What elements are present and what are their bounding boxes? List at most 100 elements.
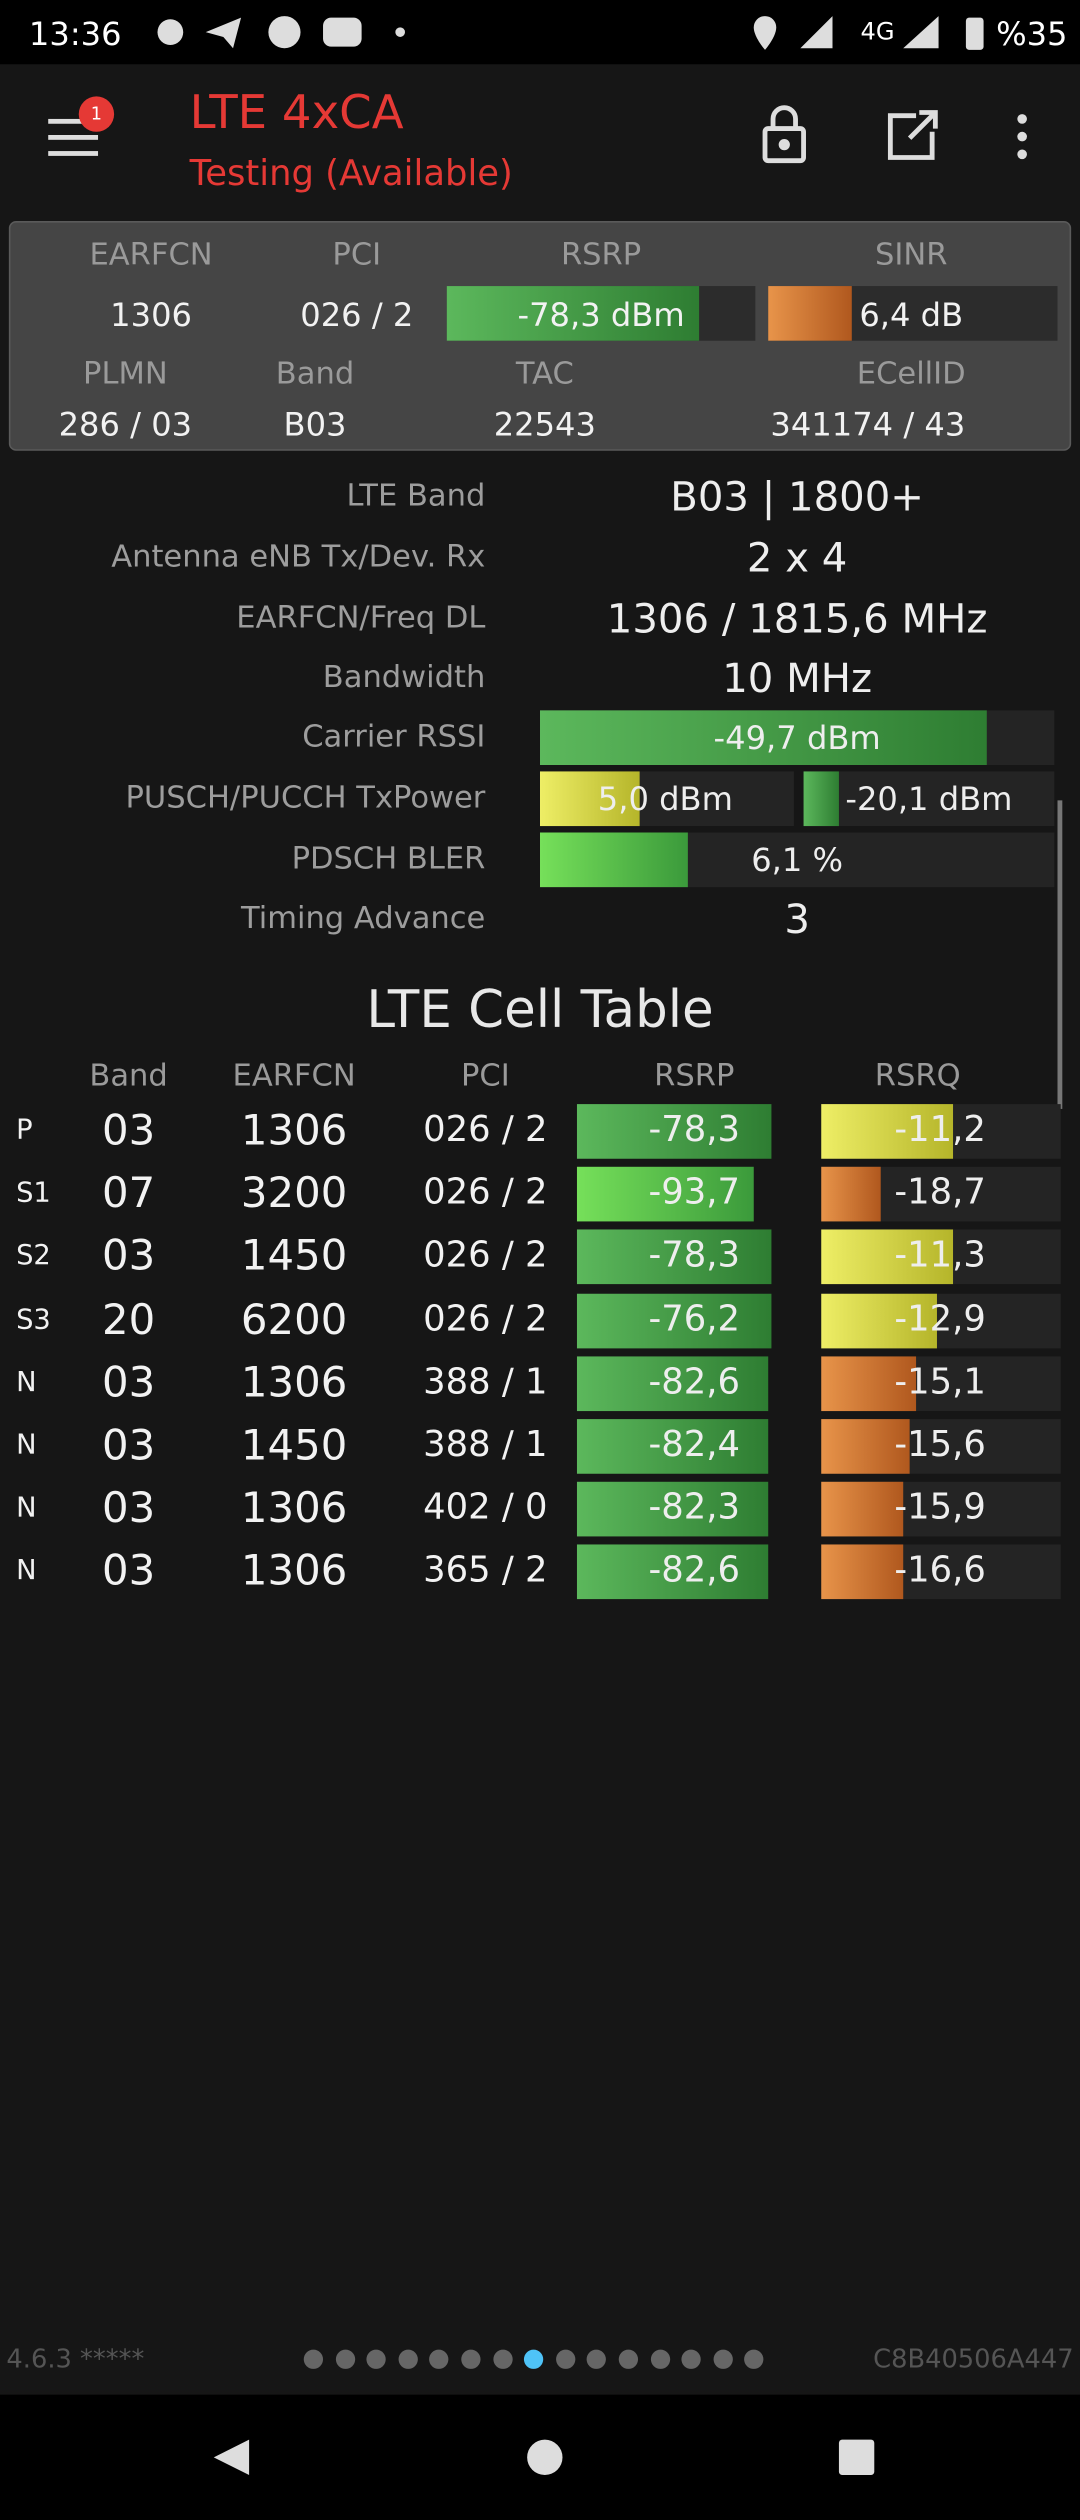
cell-rsrq: -16,6 xyxy=(894,1551,986,1592)
overflow-button[interactable] xyxy=(1017,114,1027,160)
page-dot[interactable] xyxy=(366,2349,387,2369)
cell-type: N xyxy=(16,1555,37,1588)
cell-pci: 402 / 0 xyxy=(423,1488,548,1529)
cell-rsrp: -82,6 xyxy=(648,1551,741,1592)
cell-pci: 026 / 2 xyxy=(423,1236,548,1277)
detail-label: LTE Band xyxy=(346,478,486,514)
detail-value: 6,1 % xyxy=(751,840,844,880)
cell-rsrp: -82,4 xyxy=(648,1425,741,1466)
cell-rsrq: -15,9 xyxy=(894,1488,986,1529)
recents-button[interactable] xyxy=(838,2439,875,2475)
page-dot[interactable] xyxy=(524,2349,544,2369)
rsrp-bar xyxy=(576,1545,769,1600)
sinr-bar xyxy=(768,286,852,341)
rsrp-bar xyxy=(576,1482,769,1537)
cell-rsrq: -12,9 xyxy=(894,1299,986,1340)
summary-value: 22543 xyxy=(493,404,596,444)
cell-pci: 026 / 2 xyxy=(423,1110,548,1151)
cell-earfcn: 1450 xyxy=(240,1233,348,1282)
cell-type: P xyxy=(16,1114,33,1147)
cell-rsrq: -11,3 xyxy=(894,1236,986,1277)
cell-earfcn: 3200 xyxy=(240,1170,348,1219)
rsrq-bar xyxy=(821,1104,954,1159)
rsrq-bar xyxy=(821,1356,917,1411)
rsrq-bar xyxy=(821,1230,954,1285)
cell-earfcn: 1306 xyxy=(240,1485,348,1534)
page-dot[interactable] xyxy=(335,2349,355,2369)
table-title: LTE Cell Table xyxy=(366,978,714,1040)
column-header: Band xyxy=(89,1058,168,1094)
summary-value: B03 xyxy=(283,404,347,444)
menu-button[interactable] xyxy=(48,96,115,156)
open-button[interactable] xyxy=(887,110,938,160)
cell-pci: 365 / 2 xyxy=(423,1551,548,1592)
cell-type: S2 xyxy=(16,1240,51,1273)
cell-rsrq: -18,7 xyxy=(894,1173,986,1214)
notification-badge: 1 xyxy=(90,103,103,125)
rsrq-bar xyxy=(821,1419,910,1474)
cell-earfcn: 6200 xyxy=(240,1296,348,1345)
detail-value: 5,0 dBm xyxy=(597,779,733,819)
page-dot[interactable] xyxy=(303,2349,324,2369)
rsrp-bar xyxy=(576,1167,754,1222)
cell-band: 20 xyxy=(101,1296,156,1345)
bler-bar xyxy=(539,832,688,888)
cell-rsrp: -76,2 xyxy=(648,1299,741,1340)
summary-header: Band xyxy=(275,355,355,392)
detail-label: Carrier RSSI xyxy=(302,719,486,755)
cell-band: 03 xyxy=(101,1422,156,1471)
page-dot[interactable] xyxy=(587,2349,607,2369)
cell-rsrp: -78,3 xyxy=(648,1236,741,1277)
column-header: PCI xyxy=(460,1058,510,1094)
summary-header: ECellID xyxy=(856,355,966,392)
pusch-bar xyxy=(539,771,640,827)
page-dot[interactable] xyxy=(650,2349,670,2369)
page-dot[interactable] xyxy=(713,2349,733,2369)
cell-band: 03 xyxy=(101,1359,156,1408)
page-dot[interactable] xyxy=(429,2349,450,2369)
detail-value: 1306 / 1815,6 MHz xyxy=(606,595,988,643)
detail-label: Antenna eNB Tx/Dev. Rx xyxy=(111,539,486,575)
page-dot[interactable] xyxy=(398,2349,418,2369)
rsrp-bar xyxy=(576,1293,772,1348)
network-type: 4G xyxy=(860,16,895,46)
cell-type: N xyxy=(16,1366,37,1399)
cell-band: 03 xyxy=(101,1107,156,1156)
column-header: RSRP xyxy=(654,1058,735,1094)
summary-value: 286 / 03 xyxy=(58,404,193,444)
cell-rsrp: -93,7 xyxy=(648,1173,741,1214)
rssi-bar xyxy=(539,710,987,765)
cell-type: N xyxy=(16,1492,37,1525)
page-dot[interactable] xyxy=(555,2349,576,2369)
battery: %35 xyxy=(996,14,1068,54)
summary-header: EARFCN xyxy=(89,237,213,273)
home-button[interactable] xyxy=(527,2439,563,2475)
cell-pci: 026 / 2 xyxy=(423,1299,548,1340)
page-dot[interactable] xyxy=(618,2349,639,2369)
device-id: C8B40506A447 xyxy=(873,2343,1074,2374)
lock-button[interactable] xyxy=(762,105,806,164)
cell-pci: 026 / 2 xyxy=(423,1173,548,1214)
summary-header: RSRP xyxy=(560,237,642,273)
page-dot[interactable] xyxy=(744,2349,765,2369)
summary-value: -78,3 dBm xyxy=(517,295,685,335)
cell-earfcn: 1450 xyxy=(240,1422,348,1471)
summary-header: SINR xyxy=(875,237,948,273)
page-dot[interactable] xyxy=(461,2349,481,2369)
subtitle: Testing (Available) xyxy=(189,154,513,195)
page-dot[interactable] xyxy=(681,2349,702,2369)
cell-pci: 388 / 1 xyxy=(423,1425,548,1466)
rsrp-bar xyxy=(576,1419,769,1474)
back-button[interactable] xyxy=(213,2439,250,2475)
rsrp-bar xyxy=(576,1104,772,1159)
cell-earfcn: 1306 xyxy=(240,1359,348,1408)
detail-value: 3 xyxy=(784,895,810,943)
cell-band: 03 xyxy=(101,1548,156,1597)
nav-buttons xyxy=(213,2439,875,2475)
cell-type: S1 xyxy=(16,1177,51,1210)
summary-header: PCI xyxy=(332,237,382,273)
summary-header: PLMN xyxy=(83,355,168,392)
page-dot[interactable] xyxy=(492,2349,513,2369)
